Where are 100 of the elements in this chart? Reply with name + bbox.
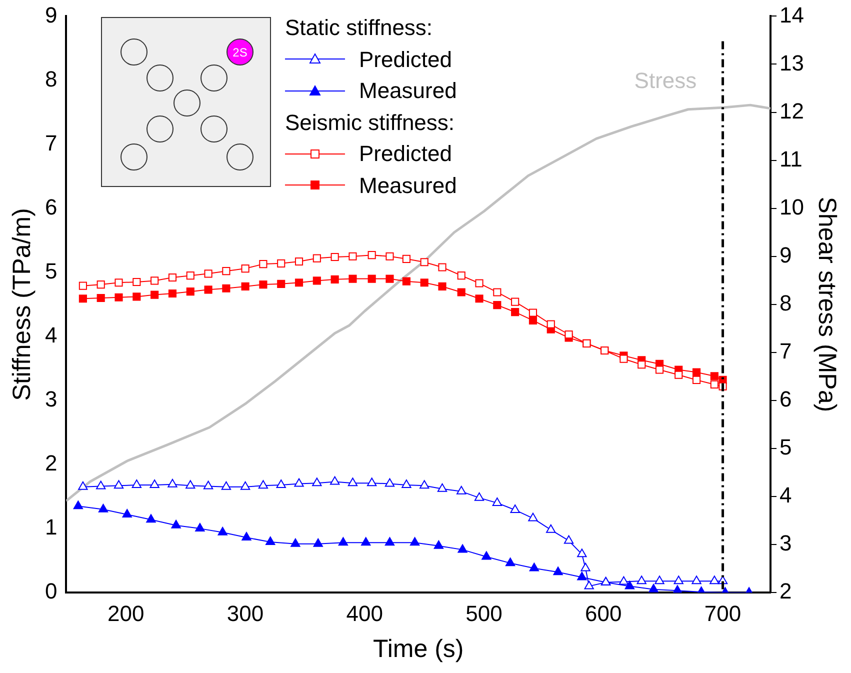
point <box>482 551 492 560</box>
point <box>73 500 84 510</box>
x-tick-label: 200 <box>108 600 144 626</box>
point <box>150 480 160 488</box>
x-axis-title: Time (s) <box>373 634 464 663</box>
point <box>528 316 538 324</box>
point <box>492 497 502 506</box>
point <box>146 514 156 523</box>
point <box>348 478 358 486</box>
point <box>458 544 468 553</box>
point <box>402 254 410 263</box>
point <box>410 537 420 546</box>
point <box>457 272 466 280</box>
point <box>618 576 629 585</box>
y2-tick-label: 13 <box>780 50 804 76</box>
point <box>692 576 702 584</box>
legend-label: Predicted <box>359 46 452 74</box>
point <box>150 290 159 299</box>
y2-tick-label: 8 <box>780 290 792 316</box>
point <box>132 278 141 286</box>
point <box>277 259 286 268</box>
hole-pattern-diagram: 2S <box>101 17 271 187</box>
point <box>186 272 194 280</box>
y2-tick-label: 6 <box>780 386 792 412</box>
legend-label: Measured <box>359 77 457 105</box>
point <box>624 580 634 590</box>
x-tick-label: 300 <box>226 600 264 626</box>
point <box>546 524 556 533</box>
point <box>386 252 394 260</box>
y2-tick-label: 2 <box>780 578 792 604</box>
point <box>564 330 573 339</box>
y2-tick-label: 14 <box>780 2 804 28</box>
point <box>420 258 428 266</box>
series-label: Stress <box>634 68 697 94</box>
point <box>277 280 286 288</box>
point <box>420 480 430 489</box>
point <box>241 282 250 291</box>
point <box>171 520 181 528</box>
point <box>78 481 88 490</box>
point <box>78 282 87 290</box>
y-tick-label: 7 <box>44 130 58 156</box>
y-tick-label: 6 <box>44 194 58 220</box>
point <box>259 280 268 289</box>
point <box>475 279 484 288</box>
point <box>348 274 357 283</box>
point <box>168 478 178 488</box>
point <box>384 537 395 546</box>
point <box>493 288 502 296</box>
y-tick-label: 3 <box>44 386 58 412</box>
y2-tick-label: 5 <box>780 434 792 460</box>
y2-tick-label: 9 <box>780 242 792 268</box>
point <box>553 566 563 576</box>
point <box>368 274 376 283</box>
point <box>674 370 683 379</box>
point <box>294 278 304 287</box>
point <box>330 275 339 284</box>
point <box>98 504 108 512</box>
point <box>564 535 574 544</box>
point <box>290 538 300 547</box>
point <box>384 478 395 487</box>
point <box>294 257 304 266</box>
annotation: Seismic stiffness: <box>285 108 456 136</box>
point <box>96 294 105 302</box>
point <box>577 548 587 558</box>
point <box>114 278 123 287</box>
y2-axis-title: Shear stress (MPa) <box>813 196 842 412</box>
point <box>528 308 538 317</box>
point <box>386 274 394 283</box>
point <box>186 288 194 296</box>
x-tick-label: 600 <box>585 600 622 626</box>
point <box>168 289 177 298</box>
point <box>122 508 132 518</box>
legend-label: Predicted <box>359 140 452 168</box>
point <box>438 263 446 272</box>
y2-tick-label: 11 <box>780 146 802 172</box>
y2-tick-label: 3 <box>780 530 792 556</box>
point <box>577 572 587 580</box>
point <box>528 512 538 522</box>
point <box>259 260 268 268</box>
point <box>710 576 720 584</box>
point <box>648 584 658 592</box>
point <box>114 293 123 302</box>
point <box>338 537 348 546</box>
point <box>402 480 412 488</box>
point <box>655 366 664 374</box>
annotation: 2S <box>232 46 248 60</box>
point <box>242 532 252 541</box>
point <box>475 294 484 303</box>
y2-tick-label: 10 <box>780 194 804 220</box>
point <box>638 360 646 369</box>
point <box>620 354 628 363</box>
point <box>168 273 177 282</box>
y2-tick-label: 7 <box>780 338 792 364</box>
y-tick-label: 4 <box>44 322 58 348</box>
legend-label: Measured <box>359 172 457 200</box>
point <box>580 562 590 572</box>
y-tick-label: 2 <box>44 450 58 476</box>
y-tick-label: 8 <box>44 66 58 92</box>
point <box>420 278 428 287</box>
x-tick-label: 500 <box>466 600 502 626</box>
